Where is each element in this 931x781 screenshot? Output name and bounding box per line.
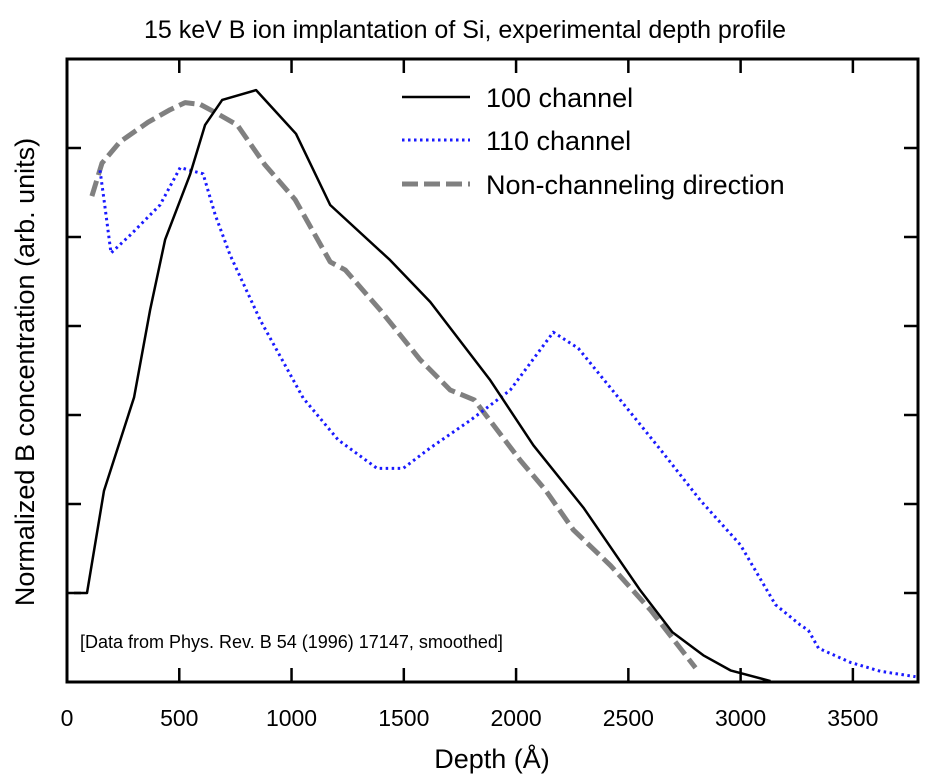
- legend: 100 channel 110 channel Non-channeling dir…: [402, 83, 785, 200]
- x-axis-label: Depth (Å): [434, 743, 550, 774]
- axis-ticks-group: [67, 59, 918, 682]
- x-tick-label: 2000: [490, 705, 541, 731]
- x-tick-label: 1500: [378, 705, 429, 731]
- y-axis-label: Normalized B concentration (arb. units): [10, 138, 40, 606]
- series-line-non-channeling-direction: [89, 100, 698, 670]
- plot-series-group: [74, 88, 916, 683]
- x-tick-label: 500: [160, 705, 198, 731]
- x-tick-labels-group: 0 500 1000 1500 2000 2500 3000 3500: [61, 705, 879, 731]
- series-line-100-channel: [74, 88, 771, 683]
- x-tick-label: 0: [61, 705, 74, 731]
- series-line-110-channel: [98, 166, 916, 679]
- legend-label: 100 channel: [486, 83, 633, 113]
- x-tick-label: 2500: [603, 705, 654, 731]
- x-tick-label: 3000: [715, 705, 766, 731]
- data-source-annotation: [Data from Phys. Rev. B 54 (1996) 17147,…: [80, 632, 503, 652]
- legend-label: Non-channeling direction: [486, 170, 785, 200]
- x-tick-label: 3500: [827, 705, 878, 731]
- x-tick-label: 1000: [266, 705, 317, 731]
- legend-label: 110 channel: [486, 126, 631, 156]
- chart-title: 15 keV B ion implantation of Si, experim…: [144, 16, 786, 44]
- plot-frame: [65, 57, 920, 684]
